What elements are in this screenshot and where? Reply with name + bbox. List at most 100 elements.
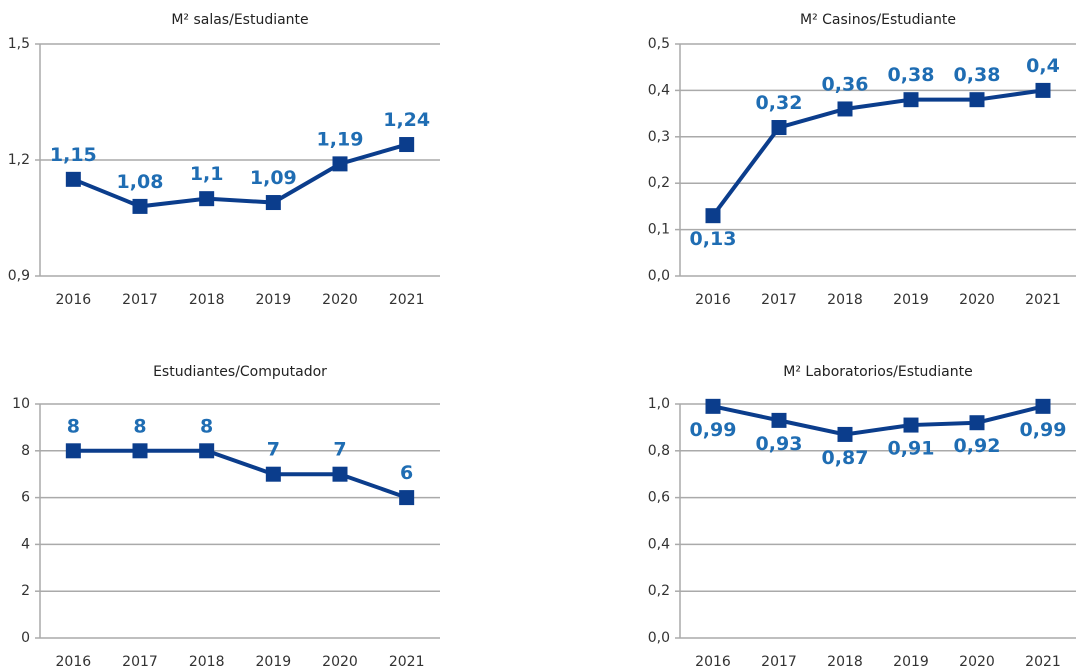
value-label: 7 — [333, 439, 346, 461]
data-point — [399, 490, 415, 506]
value-label: 0,13 — [690, 228, 737, 250]
x-tick-label: 2021 — [1025, 654, 1061, 668]
y-tick-label: 1,5 — [8, 36, 30, 52]
y-tick-label: 1,2 — [8, 152, 30, 168]
chart-title: M² Laboratorios/Estudiante — [783, 364, 972, 380]
data-point — [969, 92, 985, 108]
data-point — [705, 398, 721, 414]
data-point — [771, 412, 787, 428]
data-point — [332, 466, 348, 482]
data-point — [399, 137, 415, 153]
x-tick-label: 2021 — [389, 654, 425, 668]
data-point — [705, 208, 721, 224]
data-point — [265, 466, 281, 482]
data-point — [265, 195, 281, 211]
y-tick-label: 0,2 — [648, 583, 670, 599]
x-tick-label: 2019 — [256, 292, 292, 308]
x-tick-label: 2019 — [256, 654, 292, 668]
data-point — [332, 156, 348, 172]
value-label: 0,99 — [1020, 419, 1067, 441]
x-tick-label: 2017 — [122, 654, 158, 668]
y-tick-label: 0,8 — [648, 443, 670, 459]
value-label: 0,32 — [756, 92, 803, 114]
value-label: 0,93 — [756, 433, 803, 455]
value-label: 0,92 — [954, 435, 1001, 457]
y-tick-label: 4 — [21, 536, 30, 552]
data-point — [199, 443, 215, 459]
value-label: 1,15 — [50, 144, 97, 166]
x-tick-label: 2018 — [827, 292, 863, 308]
x-tick-label: 2017 — [122, 292, 158, 308]
data-point — [771, 120, 787, 136]
data-point — [903, 417, 919, 433]
value-label: 0,91 — [888, 438, 935, 460]
data-point — [903, 92, 919, 108]
y-tick-label: 10 — [12, 396, 30, 412]
y-tick-label: 1,0 — [648, 396, 670, 412]
x-tick-label: 2020 — [959, 654, 995, 668]
data-point — [969, 415, 985, 431]
y-tick-label: 0,9 — [8, 268, 30, 284]
data-point — [65, 443, 81, 459]
y-tick-label: 0,4 — [648, 536, 670, 552]
data-point — [132, 198, 148, 214]
value-label: 0,87 — [822, 447, 869, 469]
y-tick-label: 0,1 — [648, 222, 670, 238]
value-label: 1,1 — [190, 163, 224, 185]
data-point — [65, 171, 81, 187]
data-line — [712, 404, 1044, 437]
value-label: 6 — [400, 462, 413, 484]
x-tick-label: 2020 — [959, 292, 995, 308]
x-tick-label: 2018 — [827, 654, 863, 668]
x-tick-label: 2018 — [189, 292, 225, 308]
chart-title: Estudiantes/Computador — [153, 364, 327, 380]
data-line — [72, 142, 408, 209]
chart-title: M² Casinos/Estudiante — [800, 12, 956, 28]
value-label: 8 — [133, 415, 146, 437]
value-label: 8 — [67, 415, 80, 437]
data-point — [1035, 398, 1051, 414]
x-tick-label: 2019 — [893, 654, 929, 668]
value-label: 1,08 — [117, 171, 164, 193]
data-point — [837, 426, 853, 442]
value-label: 1,19 — [317, 128, 364, 150]
data-point — [132, 443, 148, 459]
y-tick-label: 0,3 — [648, 129, 670, 145]
y-tick-label: 0,5 — [648, 36, 670, 52]
y-tick-label: 8 — [21, 443, 30, 459]
x-tick-label: 2021 — [389, 292, 425, 308]
y-tick-label: 0,0 — [648, 630, 670, 646]
x-tick-label: 2019 — [893, 292, 929, 308]
y-tick-label: 0,6 — [648, 490, 670, 506]
y-tick-label: 2 — [21, 583, 30, 599]
value-label: 1,09 — [250, 167, 297, 189]
value-label: 0,99 — [690, 419, 737, 441]
value-label: 8 — [200, 415, 213, 437]
x-tick-label: 2017 — [761, 292, 797, 308]
data-point — [199, 191, 215, 207]
y-tick-label: 0,4 — [648, 82, 670, 98]
x-tick-label: 2018 — [189, 654, 225, 668]
value-label: 7 — [267, 439, 280, 461]
data-line — [73, 448, 408, 500]
y-tick-label: 0,2 — [648, 175, 670, 191]
x-tick-label: 2020 — [322, 292, 358, 308]
data-point — [1035, 82, 1051, 98]
value-label: 0,36 — [822, 73, 869, 95]
x-tick-label: 2021 — [1025, 292, 1061, 308]
x-tick-label: 2016 — [695, 654, 731, 668]
x-tick-label: 2020 — [322, 654, 358, 668]
data-point — [837, 101, 853, 117]
x-tick-label: 2016 — [56, 654, 92, 668]
y-tick-label: 6 — [21, 490, 30, 506]
y-tick-label: 0,0 — [648, 268, 670, 284]
value-label: 1,24 — [383, 109, 430, 131]
value-label: 0,38 — [954, 64, 1001, 86]
x-tick-label: 2017 — [761, 654, 797, 668]
y-tick-label: 0 — [21, 630, 30, 646]
chart-title: M² salas/Estudiante — [171, 12, 308, 28]
value-label: 0,4 — [1026, 55, 1060, 77]
data-line — [711, 88, 1044, 217]
